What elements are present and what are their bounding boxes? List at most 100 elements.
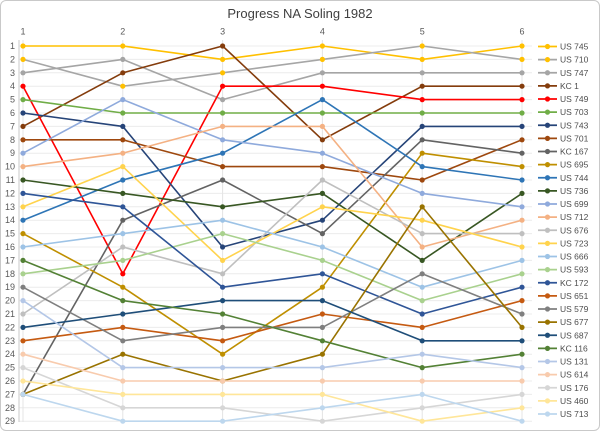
y-tick-label: 17 — [5, 255, 15, 265]
data-point-marker — [419, 231, 425, 237]
series-us-666 — [20, 217, 525, 290]
series-line — [22, 45, 522, 141]
series-us-701 — [20, 137, 525, 183]
legend-marker-swatch — [544, 83, 551, 89]
series-us-712 — [20, 123, 525, 250]
data-point-marker — [519, 405, 525, 411]
data-point-marker — [319, 418, 325, 424]
data-point-marker — [419, 298, 425, 304]
data-point-marker — [419, 324, 425, 330]
legend-label: US 712 — [560, 212, 589, 222]
y-tick-label: 15 — [5, 229, 15, 239]
data-point-marker — [20, 97, 26, 103]
data-point-marker — [220, 83, 226, 89]
legend-item-us-593: US 593 — [538, 265, 589, 275]
legend-item-us-747: US 747 — [538, 68, 589, 78]
data-point-marker — [519, 217, 525, 223]
data-point-marker — [419, 405, 425, 411]
legend-marker-swatch — [544, 109, 551, 115]
legend-label: US 676 — [560, 225, 589, 235]
data-point-marker — [20, 164, 26, 170]
y-tick-label: 16 — [5, 242, 15, 252]
series-line — [22, 98, 522, 114]
data-point-marker — [120, 43, 126, 49]
data-point-marker — [319, 231, 325, 237]
data-point-marker — [519, 324, 525, 330]
legend-label: US 460 — [560, 396, 589, 406]
data-point-marker — [20, 137, 26, 143]
y-tick-label: 2 — [10, 54, 15, 64]
data-point-marker — [120, 70, 126, 76]
data-point-marker — [220, 338, 226, 344]
data-point-marker — [220, 231, 226, 237]
data-point-marker — [20, 190, 26, 196]
series-us-745 — [20, 43, 525, 63]
data-point-marker — [120, 244, 126, 250]
data-point-marker — [20, 43, 26, 49]
data-point-marker — [120, 271, 126, 277]
legend-label: US 666 — [560, 252, 589, 262]
legend-label: US 651 — [560, 291, 589, 301]
data-point-marker — [120, 231, 126, 237]
legend-marker-swatch — [544, 214, 551, 220]
data-point-marker — [519, 70, 525, 76]
series-line — [22, 179, 522, 315]
data-point-marker — [419, 97, 425, 103]
series-line — [23, 139, 523, 181]
series-line — [22, 232, 523, 302]
data-point-marker — [419, 244, 425, 250]
data-point-marker — [20, 324, 26, 330]
legend-item-us-703: US 703 — [538, 107, 589, 117]
data-point-marker — [220, 244, 226, 250]
legend-marker-swatch — [544, 135, 551, 141]
data-point-marker — [319, 311, 325, 317]
data-point-marker — [419, 56, 425, 63]
series-us-703 — [20, 97, 525, 116]
data-point-marker — [419, 378, 425, 384]
data-point-marker — [120, 204, 126, 210]
data-point-marker — [120, 177, 126, 183]
legend-item-us-749: US 749 — [538, 94, 589, 104]
data-point-marker — [419, 110, 425, 116]
data-point-marker — [419, 365, 425, 371]
data-point-marker — [20, 56, 26, 63]
data-point-marker — [319, 97, 325, 103]
legend-marker-swatch — [544, 293, 551, 299]
data-point-marker — [220, 365, 226, 371]
data-point-marker — [319, 83, 325, 89]
data-point-marker — [319, 378, 325, 384]
legend-marker-swatch — [544, 306, 551, 312]
legend-marker-swatch — [544, 122, 551, 128]
data-point-marker — [419, 150, 425, 156]
legend-item-us-699: US 699 — [538, 199, 589, 209]
data-point-marker — [20, 378, 26, 384]
data-point-marker — [20, 391, 26, 397]
data-point-marker — [220, 43, 226, 49]
data-point-marker — [419, 351, 425, 357]
data-point-marker — [20, 284, 26, 290]
legend-marker-swatch — [544, 96, 551, 102]
y-tick-label: 29 — [5, 416, 15, 426]
y-tick-label: 25 — [5, 363, 15, 373]
data-point-marker — [519, 83, 525, 89]
legend-item-us-713: US 713 — [538, 409, 589, 419]
data-point-marker — [519, 391, 525, 397]
data-point-marker — [120, 418, 126, 424]
y-tick-label: 20 — [5, 296, 15, 306]
data-point-marker — [319, 244, 325, 250]
legend-marker-swatch — [544, 148, 551, 155]
data-point-marker — [519, 150, 525, 156]
legend-item-us-666: US 666 — [538, 252, 589, 262]
legend-item-us-710: US 710 — [538, 55, 589, 65]
y-tick-label: 5 — [10, 95, 15, 105]
legend-label: US 749 — [560, 94, 589, 104]
legend-item-kc-116: KC 116 — [538, 343, 588, 353]
legend-marker-swatch — [544, 280, 551, 286]
data-point-marker — [319, 177, 325, 183]
x-tick-label: 1 — [20, 27, 25, 37]
data-point-marker — [20, 70, 26, 76]
series-line — [22, 299, 522, 342]
data-point-marker — [319, 257, 325, 263]
series-line — [22, 152, 523, 356]
data-point-marker — [319, 351, 325, 357]
